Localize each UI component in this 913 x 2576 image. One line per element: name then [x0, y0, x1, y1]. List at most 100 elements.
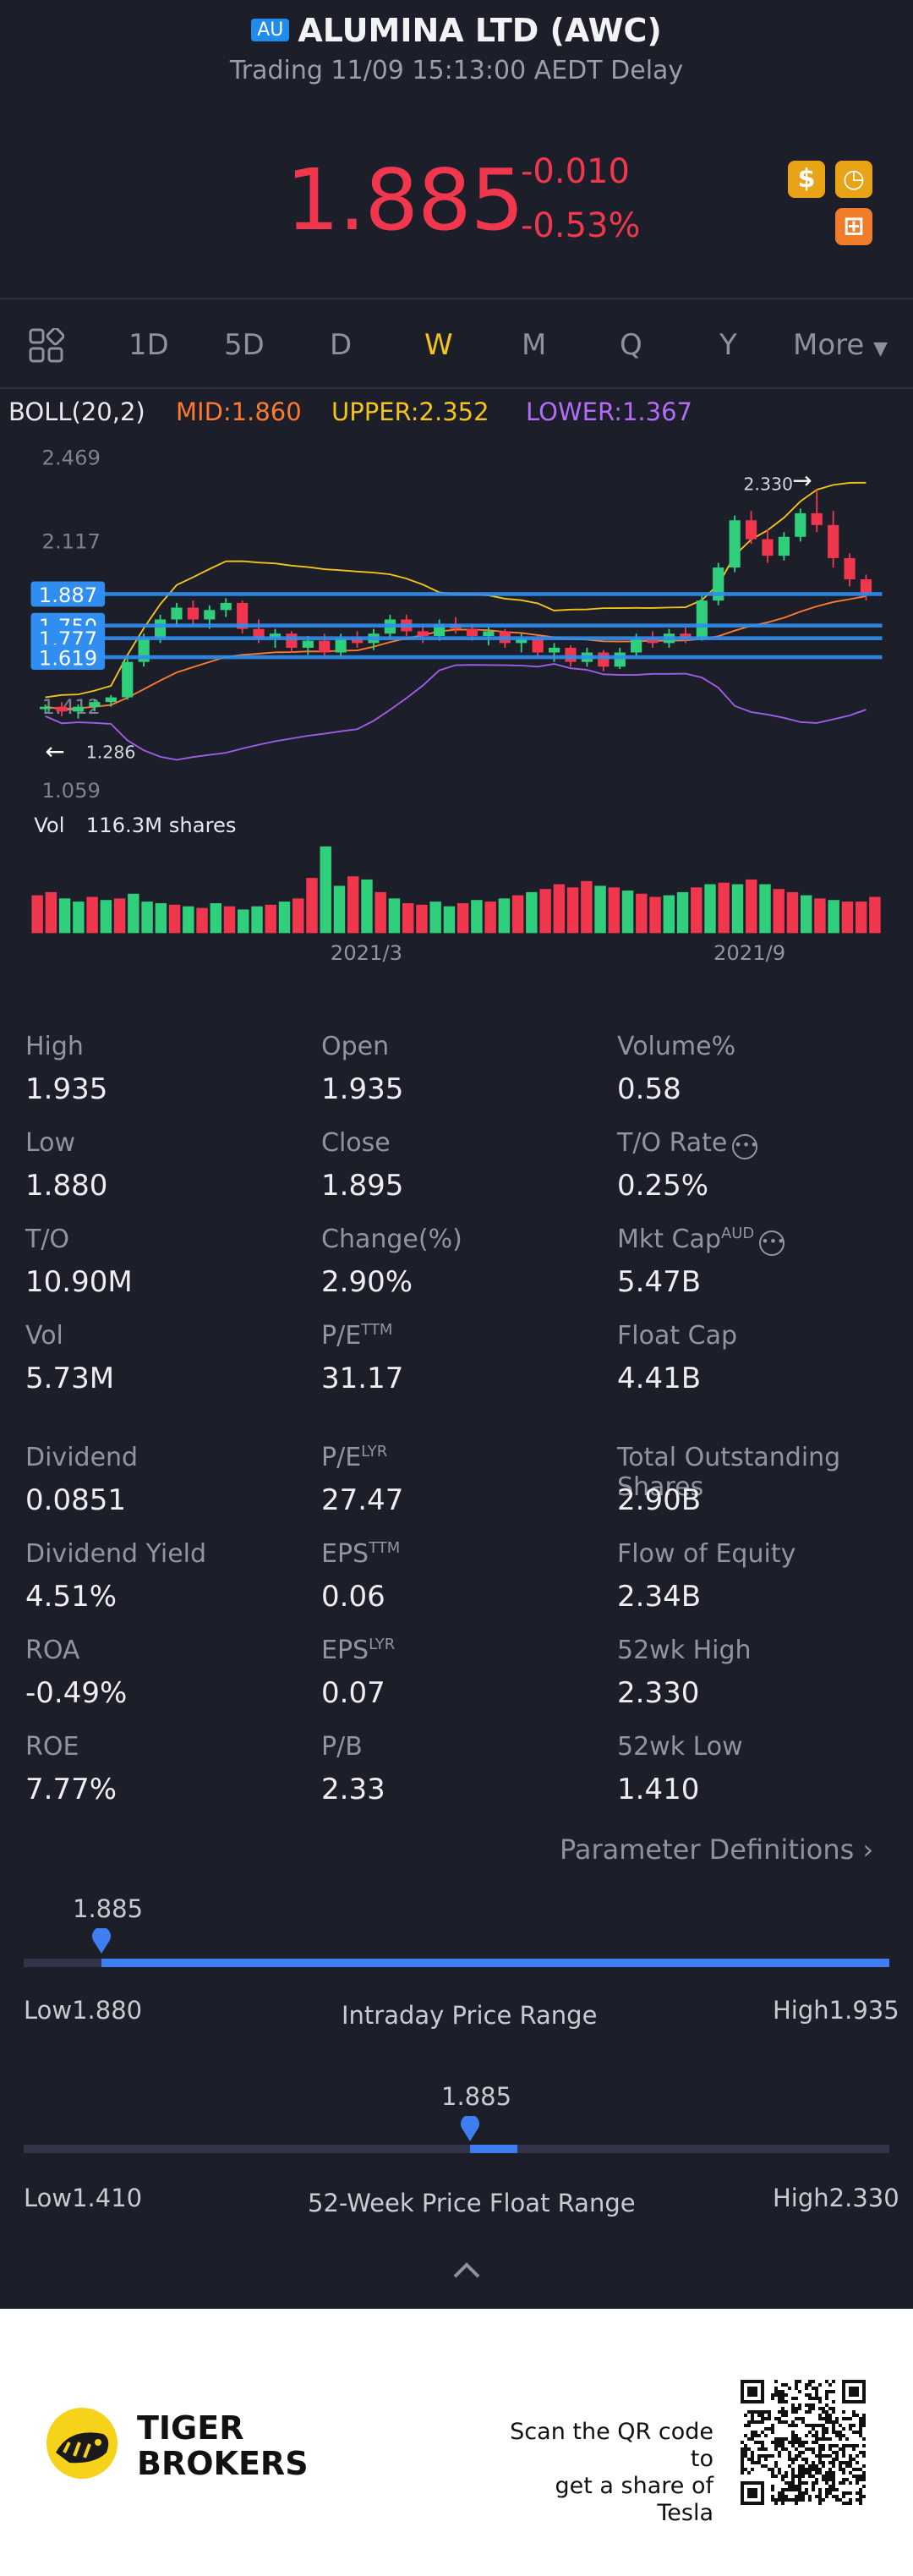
intraday-low: Low1.880 — [24, 1996, 143, 2025]
qr-module — [801, 2420, 805, 2424]
stat-value: 0.25% — [617, 1169, 709, 1203]
qr-module — [822, 2437, 825, 2441]
qr-module — [741, 2441, 744, 2444]
qr-module — [771, 2431, 774, 2434]
volume-bar — [183, 906, 194, 934]
qr-module — [744, 2451, 747, 2454]
qr-module — [828, 2454, 832, 2458]
qr-module — [774, 2417, 778, 2420]
qr-module — [761, 2454, 764, 2458]
tab-d[interactable]: D — [330, 328, 353, 362]
qr-module — [805, 2424, 808, 2427]
qr-module — [835, 2434, 839, 2437]
qr-module — [859, 2478, 862, 2481]
qr-module — [849, 2481, 852, 2485]
qr-module — [856, 2478, 859, 2481]
qr-module — [812, 2427, 815, 2431]
qr-module — [859, 2420, 862, 2424]
qr-module — [785, 2414, 788, 2417]
volume-bar — [746, 879, 757, 934]
tab-w[interactable]: W — [424, 328, 453, 362]
dollar-icon[interactable]: $ — [788, 161, 825, 198]
qr-module — [774, 2447, 778, 2451]
qr-module — [828, 2488, 832, 2491]
qr-module — [798, 2390, 801, 2393]
stat-value: 2.34B — [617, 1580, 702, 1614]
clock-icon[interactable]: ◷ — [835, 161, 872, 198]
qr-module — [764, 2434, 768, 2437]
qr-module — [856, 2468, 859, 2471]
chevron-up-icon[interactable] — [451, 2260, 482, 2280]
week52-title: 52-Week Price Float Range — [308, 2189, 636, 2217]
grid-menu-icon[interactable] — [29, 328, 64, 364]
qr-module — [761, 2441, 764, 2444]
volume-bar — [581, 880, 593, 934]
price-chart[interactable]: 2.4692.1171.4121.0591.8871.7501.7771.619… — [0, 389, 913, 973]
qr-module — [805, 2468, 808, 2471]
qr-module — [812, 2441, 815, 2444]
tab-q[interactable]: Q — [620, 328, 642, 362]
qr-module — [859, 2495, 862, 2498]
qr-code[interactable] — [741, 2380, 866, 2505]
volume-bar — [456, 902, 469, 934]
candle-body — [269, 633, 282, 639]
qr-module — [774, 2393, 778, 2397]
qr-module — [818, 2447, 822, 2451]
qr-module — [842, 2410, 845, 2414]
qr-finder-core — [747, 2488, 757, 2498]
boll-indicator-name[interactable]: BOLL(20,2) — [8, 397, 145, 426]
qr-module — [818, 2488, 822, 2491]
qr-module — [828, 2491, 832, 2495]
qr-module — [849, 2461, 852, 2464]
qr-module — [815, 2481, 818, 2485]
more-info-icon[interactable]: ••• — [759, 1230, 785, 1256]
qr-module — [812, 2434, 815, 2437]
qr-module — [791, 2420, 795, 2424]
tab-1d[interactable]: 1D — [128, 328, 169, 362]
qr-module — [832, 2420, 835, 2424]
tab-more[interactable]: More ▼ — [793, 328, 888, 362]
qr-module — [812, 2461, 815, 2464]
qr-module — [771, 2468, 774, 2471]
gift-icon[interactable]: ⊞ — [835, 208, 872, 245]
qr-module — [812, 2397, 815, 2400]
qr-module — [747, 2410, 751, 2414]
stat-label: Vol — [25, 1321, 63, 1351]
qr-module — [812, 2481, 815, 2485]
tab-m[interactable]: M — [522, 328, 547, 362]
qr-module — [751, 2420, 754, 2424]
qr-module — [859, 2488, 862, 2491]
qr-module — [791, 2403, 795, 2407]
stat-label-superscript: TTM — [369, 1539, 401, 1557]
parameter-definitions-link[interactable]: Parameter Definitions › — [560, 1833, 873, 1866]
qr-module — [778, 2444, 781, 2447]
qr-module — [825, 2475, 828, 2478]
volume-bar — [773, 889, 785, 934]
qr-module — [771, 2471, 774, 2475]
tab-5d[interactable]: 5D — [224, 328, 265, 362]
qr-module — [818, 2502, 822, 2505]
qr-module — [781, 2393, 785, 2397]
qr-module — [822, 2498, 825, 2502]
stat-value: 10.90M — [25, 1265, 133, 1299]
qr-module — [801, 2475, 805, 2478]
qr-module — [778, 2495, 781, 2498]
stat-value: 2.90% — [321, 1265, 413, 1299]
stat-value: 7.77% — [25, 1773, 118, 1806]
qr-module — [741, 2454, 744, 2458]
qr-module — [808, 2468, 812, 2471]
qr-module — [801, 2458, 805, 2461]
qr-module — [764, 2458, 768, 2461]
qr-module — [828, 2468, 832, 2471]
qr-module — [791, 2458, 795, 2461]
qr-module — [818, 2397, 822, 2400]
qr-module — [862, 2495, 866, 2498]
stat-label: Float Cap — [617, 1321, 737, 1351]
tab-y[interactable]: Y — [719, 328, 737, 362]
more-info-icon[interactable]: ••• — [732, 1134, 758, 1159]
qr-module — [754, 2441, 757, 2444]
qr-module — [818, 2424, 822, 2427]
qr-module — [771, 2393, 774, 2397]
qr-module — [832, 2461, 835, 2464]
stat-label: T/O — [25, 1225, 69, 1254]
